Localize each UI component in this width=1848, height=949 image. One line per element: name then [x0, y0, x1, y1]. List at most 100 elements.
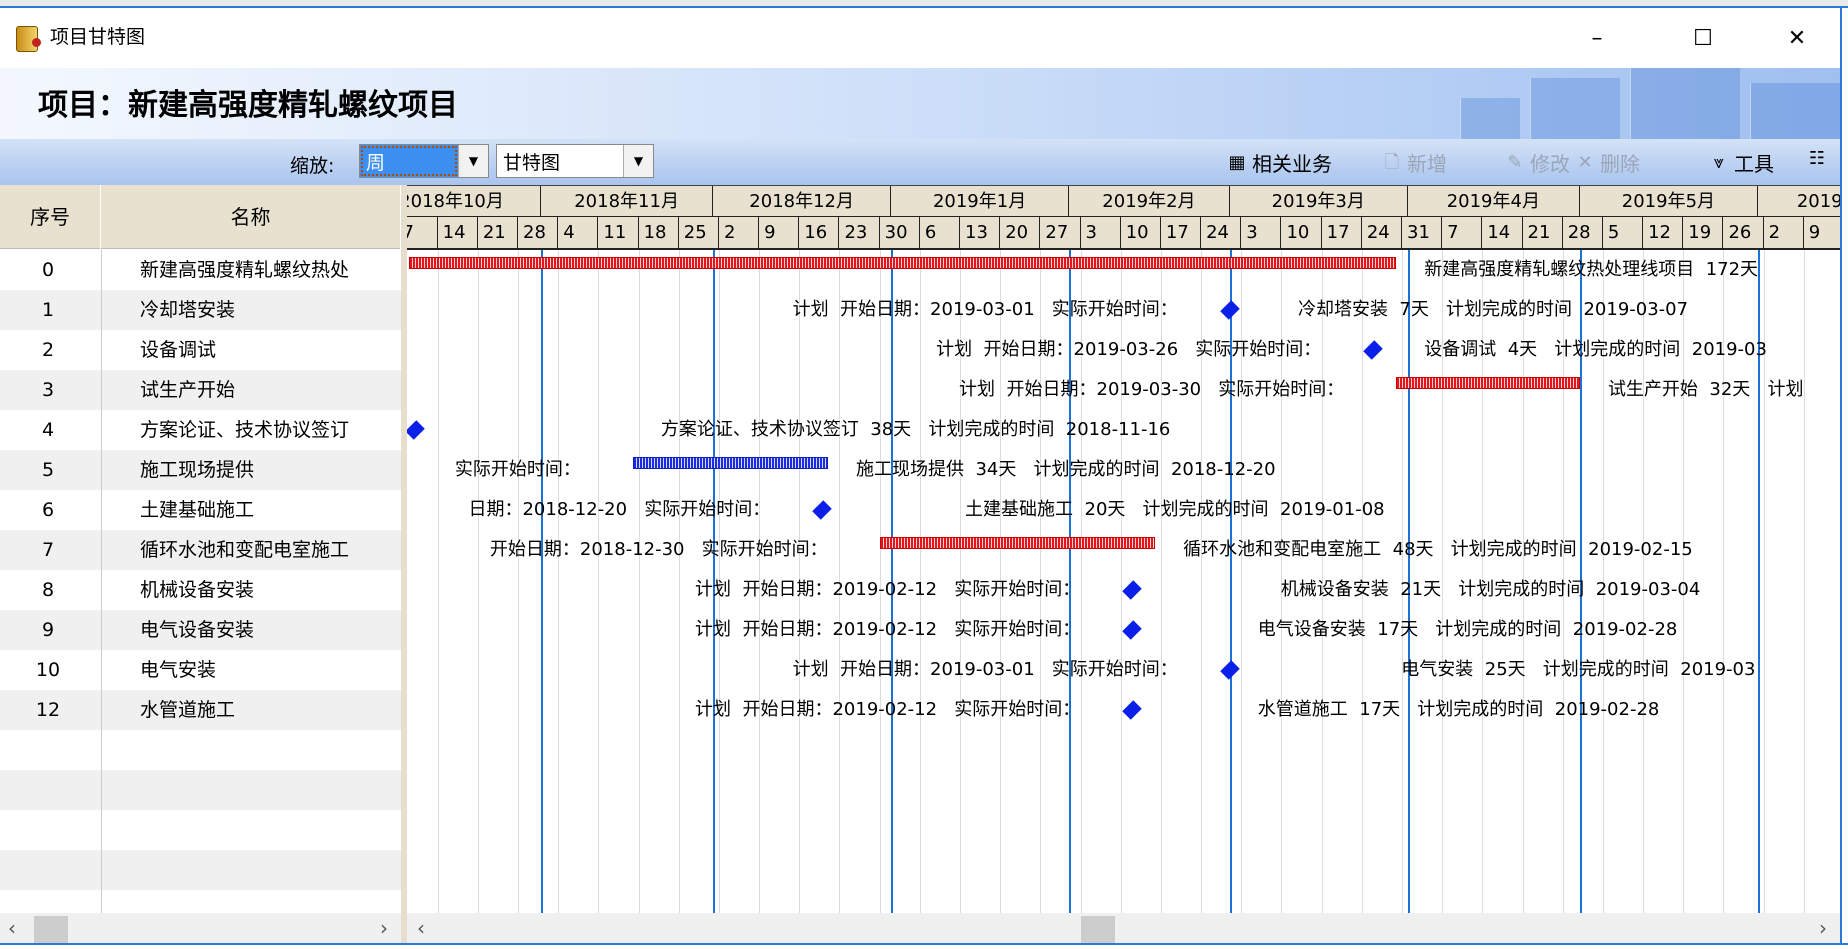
milestone-diamond[interactable]: [407, 420, 425, 440]
task-end-label: 新建高强度精轧螺纹热处理线项目 172天: [1424, 259, 1759, 280]
week-header: 14: [438, 217, 478, 249]
milestone-diamond[interactable]: [1122, 620, 1142, 640]
task-name: 水管道施工: [140, 699, 236, 721]
panel-splitter[interactable]: [401, 185, 407, 949]
task-start-label: 计划 开始日期：2019-02-12 实际开始时间：: [695, 619, 1081, 640]
task-bar[interactable]: [632, 457, 828, 469]
milestone-diamond[interactable]: [1220, 660, 1240, 680]
table-row[interactable]: 8 机械设备安装: [0, 570, 401, 610]
new-button[interactable]: 🗋 新增: [1381, 148, 1447, 177]
task-end-label: 电气设备安装 17天 计划完成的时间 2019-02-28: [1257, 619, 1678, 640]
task-bar[interactable]: [408, 257, 1397, 269]
task-name: 方案论证、技术协议签订: [140, 419, 350, 441]
column-header-name[interactable]: 名称: [101, 185, 401, 249]
week-header: 17: [1161, 217, 1202, 249]
table-row[interactable]: 3 试生产开始: [0, 370, 401, 410]
week-header: 27: [1040, 217, 1081, 249]
week-gridline: [960, 250, 962, 913]
scroll-left-icon[interactable]: ‹: [417, 916, 425, 940]
building-graphic: [1750, 83, 1840, 139]
column-header-no[interactable]: 序号: [0, 185, 101, 249]
task-end-label: 电气安装 25天 计划完成的时间 2019-03: [1401, 659, 1756, 680]
scroll-right-icon[interactable]: ›: [1819, 916, 1827, 940]
project-title: 项目：新建高强度精轧螺纹项目: [38, 88, 458, 123]
week-header: 26: [1723, 217, 1764, 249]
app-icon: [16, 26, 41, 52]
milestone-diamond[interactable]: [1122, 700, 1142, 720]
table-row[interactable]: 1 冷却塔安装: [0, 290, 401, 330]
table-row[interactable]: 0 新建高强度精轧螺纹热处: [0, 250, 401, 290]
edit-button[interactable]: ✎ 修改: [1504, 148, 1570, 177]
related-business-button[interactable]: ▦ 相关业务: [1226, 148, 1332, 177]
task-end-label: 施工现场提供 34天 计划完成的时间 2018-12-20: [856, 459, 1276, 480]
week-gridline: [678, 250, 680, 913]
window-border: [1840, 8, 1848, 949]
scrollbar-thumb[interactable]: [1081, 916, 1115, 943]
delete-button[interactable]: ✕ 删除: [1574, 148, 1640, 177]
milestone-diamond[interactable]: [1220, 300, 1240, 320]
building-graphic: [1630, 68, 1740, 139]
month-gridline: [541, 250, 543, 913]
task-name: 循环水池和变配电室施工: [140, 539, 350, 561]
delete-x-icon: ✕: [1577, 151, 1593, 173]
grid-menu-icon: ☷: [1808, 148, 1826, 169]
window-title: 项目甘特图: [50, 26, 146, 48]
grid-menu-button[interactable]: ☷: [1806, 148, 1828, 170]
week-gridline: [1482, 250, 1484, 913]
row-number: 3: [41, 379, 55, 401]
task-start-label: 计划 开始日期：2019-03-01 实际开始时间：: [792, 659, 1178, 680]
chevron-down-icon[interactable]: ▼: [458, 145, 488, 177]
building-graphic: [1460, 98, 1520, 139]
week-header: 24: [1362, 217, 1402, 249]
minimize-button[interactable]: –: [1591, 26, 1603, 51]
scroll-left-icon[interactable]: ‹: [8, 916, 16, 940]
table-row[interactable]: 7 循环水池和变配电室施工: [0, 530, 401, 570]
scroll-right-icon[interactable]: ›: [380, 916, 388, 940]
table-row[interactable]: 2 设备调试: [0, 330, 401, 370]
month-header: 2019年4月: [1407, 186, 1580, 217]
week-gridline: [759, 250, 761, 913]
chart-horizontal-scrollbar[interactable]: ‹ ›: [407, 913, 1840, 943]
week-header: 9: [1804, 217, 1840, 249]
view-select[interactable]: 甘特图 ▼: [496, 144, 654, 178]
background-window-strip: [0, 0, 1848, 8]
table-row[interactable]: 6 土建基础施工: [0, 490, 401, 530]
week-gridline: [1442, 250, 1444, 913]
week-header: 14: [1482, 217, 1523, 249]
table-row[interactable]: 9 电气设备安装: [0, 610, 401, 650]
edit-icon: ✎: [1507, 151, 1523, 173]
task-start-label: 开始日期：2018-12-30 实际开始时间：: [489, 539, 828, 560]
button-label: 工具: [1734, 152, 1774, 176]
month-gridline: [1579, 250, 1582, 913]
week-gridline: [477, 250, 479, 913]
table-row[interactable]: 4 方案论证、技术协议签订: [0, 410, 401, 450]
month-header: 2018年12月: [713, 186, 892, 217]
week-header: 20: [1000, 217, 1041, 249]
task-bar[interactable]: [1396, 377, 1580, 389]
table-row[interactable]: 10 电气安装: [0, 650, 401, 690]
maximize-button[interactable]: ☐: [1693, 26, 1713, 51]
empty-row: [0, 850, 401, 890]
tools-button[interactable]: ⩔ 工具: [1708, 148, 1774, 177]
table-horizontal-scrollbar[interactable]: ‹ ›: [0, 913, 401, 943]
chevron-down-icon[interactable]: ▼: [623, 145, 653, 177]
week-header: 17: [1322, 217, 1362, 249]
table-row[interactable]: 12 水管道施工: [0, 690, 401, 730]
column-divider: [101, 250, 102, 913]
row-number: 5: [41, 459, 55, 481]
week-gridline: [799, 250, 801, 913]
tools-funnel-icon: ⩔: [1713, 151, 1725, 173]
task-bar[interactable]: [879, 537, 1156, 549]
scrollbar-thumb[interactable]: [34, 916, 68, 943]
zoom-select[interactable]: 周 ▼: [359, 144, 489, 178]
close-button[interactable]: ✕: [1787, 26, 1807, 51]
milestone-diamond[interactable]: [1363, 340, 1384, 360]
week-gridline: [1763, 250, 1765, 913]
task-start-label: 计划 开始日期：2019-02-12 实际开始时间：: [695, 579, 1081, 600]
milestone-diamond[interactable]: [812, 500, 833, 520]
table-row[interactable]: 5 施工现场提供: [0, 450, 401, 490]
week-header: 7: [407, 217, 438, 249]
month-gridline: [1069, 250, 1072, 913]
milestone-diamond[interactable]: [1122, 580, 1142, 600]
week-header: 28: [518, 217, 559, 249]
